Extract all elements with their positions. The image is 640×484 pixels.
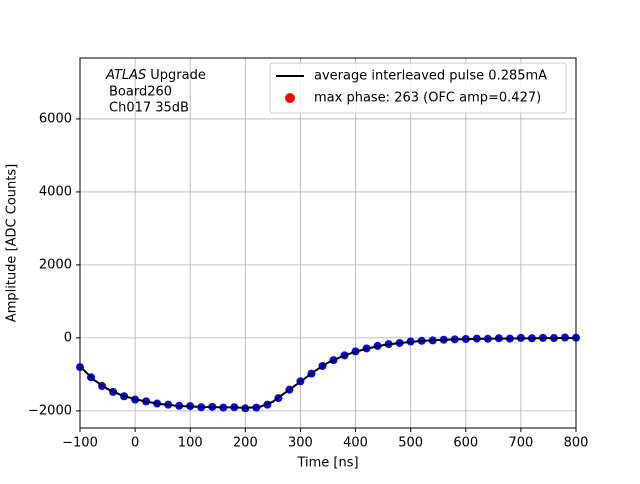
x-tick-label: 600 bbox=[453, 436, 478, 451]
y-tick-label: −2000 bbox=[28, 403, 72, 418]
x-tick-label: 400 bbox=[343, 436, 368, 451]
x-tick-label: 100 bbox=[178, 436, 203, 451]
y-tick-label: 4000 bbox=[39, 184, 72, 199]
x-axis-label: Time [ns] bbox=[296, 456, 358, 471]
x-tick-label: 300 bbox=[288, 436, 313, 451]
legend-label: max phase: 263 (OFC amp=0.427) bbox=[314, 91, 541, 106]
legend-label: average interleaved pulse 0.285mA bbox=[314, 69, 547, 84]
legend-marker bbox=[285, 93, 295, 103]
x-tick-label: −100 bbox=[62, 436, 98, 451]
annotation-line: Upgrade bbox=[150, 68, 206, 83]
x-tick-label: 500 bbox=[398, 436, 423, 451]
x-tick-label: 200 bbox=[233, 436, 258, 451]
y-axis-label: Amplitude [ADC Counts] bbox=[5, 164, 20, 322]
annotation-italic: ATLAS bbox=[105, 68, 146, 83]
annotation-line: Board260 bbox=[109, 85, 172, 100]
legend-box bbox=[269, 62, 567, 114]
annotation-line: Ch017 35dB bbox=[109, 101, 189, 116]
annotation: ATLAS Upgrade bbox=[105, 68, 206, 83]
y-tick-label: 2000 bbox=[39, 257, 72, 272]
data-line bbox=[79, 336, 577, 409]
y-tick-label: 0 bbox=[64, 330, 72, 345]
x-tick-label: 800 bbox=[564, 436, 589, 451]
plot-frame bbox=[79, 57, 577, 429]
y-tick-label: 6000 bbox=[39, 111, 72, 126]
x-tick-label: 700 bbox=[508, 436, 533, 451]
x-tick-label: 0 bbox=[131, 436, 139, 451]
